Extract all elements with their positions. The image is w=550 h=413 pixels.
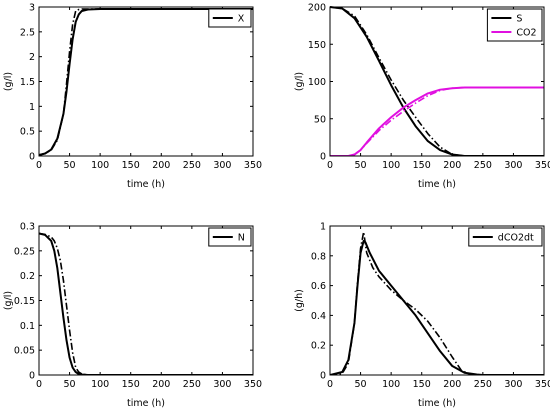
legend-label: N [238,233,245,244]
x-tick-label: 0 [327,160,333,171]
y-tick-label: 3 [29,3,35,14]
y-tick-label: 0.15 [14,296,35,307]
x-tick-label: 150 [122,379,140,390]
chart-panel-1: 0 50 100 150 200 250 300 350 0 0.5 1 1.5 2 2.5 3 time (… [3,3,262,191]
y-tick-label: 0 [29,152,35,163]
x-tick-label: 150 [413,379,431,390]
chart-panel-2: 0 50 100 150 200 250 300 350 0 50 100 150 200 time (h… [294,3,550,191]
legend-box [468,227,543,247]
legend-box [486,8,543,42]
series-line-model-1 [330,231,544,375]
y-tick-label: 0 [29,371,35,382]
x-tick-label: 0 [36,379,42,390]
x-tick-label: 200 [152,160,170,171]
x-tick-label: 300 [213,379,231,390]
x-tick-label: 100 [382,379,400,390]
y-tick-label: 0.5 [20,127,35,138]
x-tick-label: 100 [91,379,109,390]
x-tick-label: 100 [91,160,109,171]
plot-frame [38,6,254,157]
x-tick-label: 350 [535,160,550,171]
plot-frame [38,225,254,376]
x-tick-label: 350 [244,160,262,171]
y-axis-label: (g/h) [294,289,305,312]
x-tick-label: 100 [382,160,400,171]
y-tick-label: 0.05 [14,346,35,357]
chart-panel-4: 0 50 100 150 200 250 300 350 0 0.2 0.4 0.6 0.8 1 time … [294,222,550,410]
legend-label: dCO2dt [498,233,534,244]
y-tick-label: 0.2 [311,341,326,352]
y-tick-label: 100 [308,77,326,88]
y-tick-label: 1.5 [20,77,35,88]
x-tick-label: 0 [327,379,333,390]
x-tick-label: 200 [443,160,461,171]
x-tick-label: 250 [474,379,492,390]
y-tick-label: 0.8 [311,251,326,262]
series-line-dco2dt [330,239,544,375]
y-tick-label: 0.4 [311,311,326,322]
y-tick-label: 0.25 [14,246,35,257]
plot-frame [329,225,545,376]
legend-label: X [238,14,245,25]
x-tick-label: 250 [183,160,201,171]
x-tick-label: 250 [183,379,201,390]
x-tick-label: 300 [213,160,231,171]
series-line-model-1 [39,8,253,156]
x-tick-label: 200 [152,379,170,390]
x-tick-label: 50 [64,379,76,390]
x-tick-label: 150 [413,160,431,171]
x-tick-label: 350 [244,379,262,390]
y-tick-label: 0.6 [311,281,326,292]
y-tick-label: 0 [320,152,326,163]
series-line-co2 [330,86,544,156]
x-tick-label: 50 [355,379,367,390]
series-line-n [39,232,253,375]
series-line-model-3 [330,86,544,156]
y-axis-label: (g/l) [3,72,14,91]
y-tick-label: 0.2 [20,271,35,282]
x-axis-label: time (h) [127,179,165,190]
x-tick-label: 300 [504,160,522,171]
y-axis-label: (g/l) [3,291,14,310]
y-tick-label: 0.3 [20,222,35,233]
y-tick-label: 150 [308,40,326,51]
legend-label: S [516,14,522,25]
y-tick-label: 2 [29,52,35,63]
y-tick-label: 1 [29,102,35,113]
series-line-model-1 [330,6,544,156]
x-axis-label: time (h) [418,179,456,190]
y-tick-label: 200 [308,3,326,14]
x-axis-label: time (h) [127,398,165,409]
y-tick-label: 50 [314,114,326,125]
chart-panel-3: 0 50 100 150 200 250 300 350 0 0.05 0.1 0.15 0.2 0.25… [3,222,262,410]
x-tick-label: 0 [36,160,42,171]
x-tick-label: 50 [64,160,76,171]
legend-label: CO2 [516,28,536,39]
y-tick-label: 0.1 [20,321,35,332]
y-axis-label: (g/l) [294,72,305,91]
x-tick-label: 250 [474,160,492,171]
x-tick-label: 200 [443,379,461,390]
x-tick-label: 350 [535,379,550,390]
x-tick-label: 300 [504,379,522,390]
series-line-model-1 [39,232,253,375]
x-axis-label: time (h) [418,398,456,409]
y-tick-label: 1 [320,222,326,233]
y-tick-label: 2.5 [20,27,35,38]
x-tick-label: 150 [122,160,140,171]
y-tick-label: 0 [320,371,326,382]
x-tick-label: 50 [355,160,367,171]
